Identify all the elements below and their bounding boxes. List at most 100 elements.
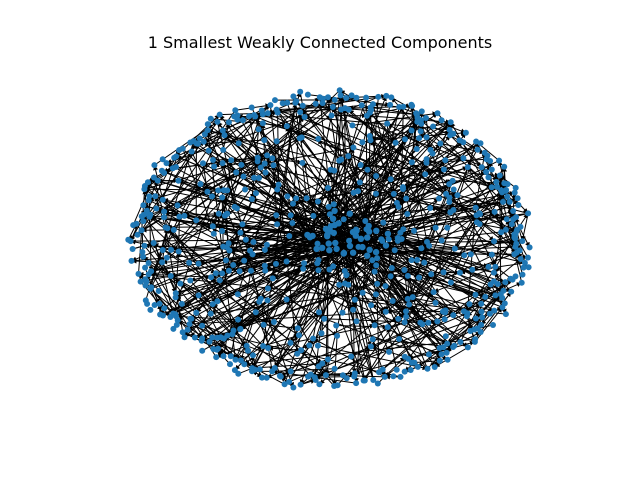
- graph-node: [290, 200, 296, 207]
- graph-node: [380, 219, 387, 226]
- graph-edge: [267, 100, 297, 114]
- graph-node: [517, 256, 524, 262]
- graph-node: [469, 266, 476, 273]
- graph-edge: [287, 215, 293, 237]
- graph-node: [461, 308, 467, 315]
- graph-node: [234, 116, 241, 123]
- graph-edge: [479, 223, 517, 233]
- graph-edge: [232, 119, 422, 266]
- graph-node: [316, 309, 322, 316]
- graph-node: [261, 137, 268, 144]
- graph-edge: [347, 139, 406, 285]
- graph-node: [298, 134, 305, 141]
- graph-node: [472, 315, 479, 322]
- graph-node: [389, 298, 396, 304]
- graph-node: [212, 270, 219, 277]
- graph-node: [276, 372, 283, 379]
- graph-node: [259, 120, 266, 127]
- graph-edge: [416, 121, 493, 188]
- graph-edge: [267, 112, 319, 140]
- graph-node: [462, 129, 469, 136]
- graph-node: [237, 325, 244, 332]
- graph-node: [157, 311, 164, 318]
- graph-node: [418, 245, 425, 252]
- graph-node: [423, 159, 430, 166]
- graph-node: [246, 113, 253, 120]
- graph-node: [331, 207, 338, 215]
- graph-edge: [453, 189, 496, 267]
- graph-node: [326, 247, 333, 254]
- graph-node: [314, 342, 321, 349]
- graph-node: [243, 342, 250, 349]
- graph-node: [328, 112, 335, 119]
- graph-edge: [374, 317, 399, 326]
- graph-edge: [163, 109, 236, 212]
- graph-edge: [223, 215, 230, 244]
- graph-node: [193, 140, 200, 147]
- graph-node: [409, 294, 416, 301]
- graph-edge: [150, 262, 190, 273]
- graph-node: [220, 146, 227, 153]
- graph-node: [273, 138, 280, 145]
- graph-node: [447, 119, 454, 126]
- graph-node: [367, 343, 374, 350]
- graph-node: [512, 184, 519, 191]
- graph-node: [321, 315, 328, 322]
- graph-node: [274, 109, 281, 116]
- graph-node: [485, 174, 492, 181]
- graph-node: [499, 304, 506, 311]
- graph-node: [510, 208, 517, 214]
- graph-node: [195, 292, 202, 299]
- graph-node: [196, 135, 203, 142]
- graph-edge: [237, 319, 264, 347]
- graph-edge: [258, 235, 290, 303]
- graph-edge: [352, 111, 438, 126]
- graph-node: [216, 111, 223, 118]
- graph-edge: [204, 133, 239, 144]
- graph-edge: [213, 164, 242, 234]
- graph-node: [357, 162, 364, 168]
- graph-node: [504, 193, 511, 200]
- graph-node: [155, 288, 162, 294]
- graph-node: [353, 94, 360, 101]
- graph-node: [378, 236, 385, 243]
- graph-node: [438, 117, 445, 124]
- graph-node: [225, 267, 232, 274]
- graph-node: [478, 308, 485, 315]
- graph-node: [265, 285, 271, 292]
- graph-node: [427, 205, 434, 211]
- graph-node: [294, 325, 301, 332]
- graph-edge: [410, 105, 418, 150]
- graph-node: [319, 244, 326, 251]
- graph-node: [327, 223, 334, 229]
- graph-edge: [198, 270, 240, 296]
- graph-edge: [459, 192, 503, 273]
- graph-edge: [344, 107, 517, 254]
- graph-node: [151, 302, 158, 308]
- graph-node: [214, 298, 221, 305]
- graph-edge: [198, 222, 293, 265]
- graph-node: [367, 137, 374, 144]
- graph-node: [274, 221, 281, 228]
- graph-node: [326, 211, 333, 218]
- graph-node: [170, 226, 177, 233]
- graph-edge: [153, 242, 177, 294]
- graph-node: [345, 106, 352, 113]
- graph-node: [152, 193, 159, 200]
- graph-node: [403, 195, 410, 202]
- graph-node: [232, 356, 239, 363]
- graph-edge: [375, 161, 427, 177]
- graph-node: [287, 212, 294, 219]
- graph-edge: [328, 159, 343, 208]
- graph-node: [281, 381, 288, 388]
- graph-edge: [150, 166, 468, 272]
- graph-node: [143, 207, 150, 214]
- graph-node: [237, 229, 244, 236]
- graph-node: [494, 183, 500, 190]
- graph-edge: [298, 112, 304, 138]
- graph-edge: [226, 110, 263, 214]
- graph-node: [236, 268, 243, 275]
- graph-node: [425, 319, 432, 326]
- graph-node: [390, 373, 397, 380]
- graph-node: [209, 301, 216, 308]
